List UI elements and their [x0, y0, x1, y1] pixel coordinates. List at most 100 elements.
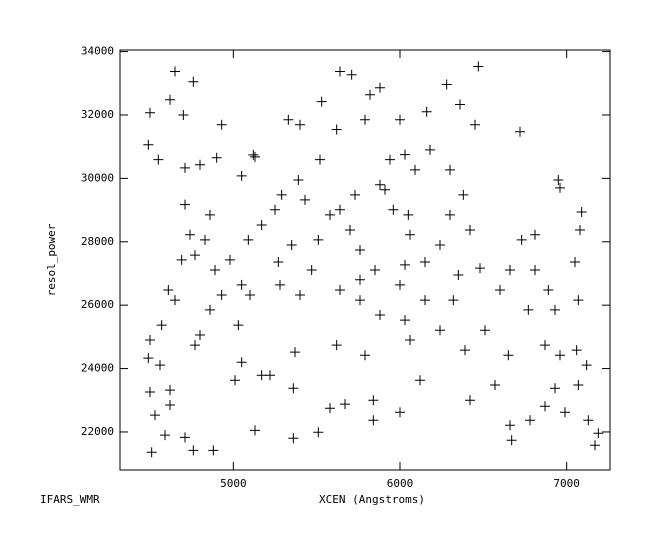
data-point [360, 350, 370, 361]
data-point [145, 107, 155, 118]
data-point [195, 159, 205, 170]
data-point [190, 340, 200, 351]
data-point [445, 164, 455, 175]
data-point [550, 383, 560, 394]
data-point [205, 209, 215, 220]
data-point [553, 174, 564, 185]
data-point [256, 370, 267, 381]
data-point [335, 284, 345, 295]
data-point [313, 427, 324, 438]
data-point [331, 124, 342, 135]
data-point [335, 66, 345, 77]
data-point [455, 99, 465, 110]
data-point [176, 254, 187, 265]
data-point [165, 400, 175, 411]
data-point [170, 295, 180, 306]
data-point [441, 79, 452, 90]
data-point [405, 229, 415, 240]
data-point [245, 290, 255, 301]
data-point [233, 320, 244, 331]
data-point [435, 239, 445, 250]
data-point [490, 380, 500, 391]
data-point [540, 340, 550, 351]
data-point [445, 209, 455, 220]
data-point [581, 360, 592, 371]
data-point [146, 447, 157, 458]
data-point [346, 69, 357, 80]
data-point [200, 234, 210, 245]
data-point [178, 109, 189, 120]
data-point [453, 270, 464, 281]
data-point [380, 184, 390, 195]
data-point [165, 94, 175, 105]
data-point [405, 335, 415, 346]
data-point [180, 199, 190, 210]
data-point [368, 395, 379, 406]
data-point [313, 234, 324, 245]
x-axis-label: XCEN (Angstroms) [319, 493, 425, 506]
y-tick-label: 22000 [81, 425, 114, 438]
data-point [143, 353, 154, 364]
data-point [550, 304, 560, 315]
data-point [216, 119, 227, 130]
data-point [325, 403, 335, 414]
data-point [503, 350, 514, 361]
data-point [480, 325, 490, 336]
data-point [350, 189, 360, 200]
data-point [355, 274, 365, 285]
data-point [230, 375, 240, 386]
data-point [325, 209, 335, 220]
data-point [415, 375, 425, 386]
data-point [256, 219, 267, 230]
y-tick-label: 24000 [81, 362, 114, 375]
x-tick-label: 6000 [387, 477, 414, 490]
data-point [270, 204, 280, 215]
data-point [315, 154, 325, 165]
data-point [180, 162, 190, 173]
data-point [400, 315, 410, 326]
data-point [395, 407, 405, 418]
data-point [163, 284, 174, 295]
data-point [530, 264, 540, 275]
data-point [236, 170, 247, 181]
data-point [340, 399, 350, 410]
data-point [555, 350, 565, 361]
data-point [593, 428, 604, 439]
data-point [370, 264, 380, 275]
data-point [286, 239, 297, 250]
data-point [460, 345, 470, 356]
data-point [156, 320, 167, 331]
data-point [153, 154, 164, 165]
data-point [248, 149, 259, 160]
y-tick-label: 30000 [81, 171, 114, 184]
data-point [145, 335, 155, 346]
data-point [335, 204, 345, 215]
data-point [420, 257, 430, 268]
data-point [516, 234, 527, 245]
data-point [400, 149, 410, 160]
data-point [360, 114, 370, 125]
data-point [495, 284, 505, 295]
data-point [283, 114, 294, 125]
y-tick-label: 26000 [81, 298, 114, 311]
data-point [225, 254, 235, 265]
data-point [155, 360, 165, 371]
data-point [180, 432, 190, 443]
data-point [388, 204, 399, 215]
data-point [290, 347, 300, 358]
data-point [150, 410, 160, 421]
y-tick-label: 32000 [81, 108, 114, 121]
data-point [275, 279, 285, 290]
data-point [525, 415, 535, 426]
data-point [306, 264, 317, 275]
data-point [368, 415, 379, 426]
data-point [573, 380, 584, 391]
data-point [276, 189, 287, 200]
data-point [475, 263, 485, 274]
data-point [250, 425, 260, 436]
data-point [425, 144, 435, 155]
data-point [571, 345, 582, 356]
y-tick-label: 34000 [81, 45, 114, 58]
data-point [288, 433, 299, 444]
data-point [295, 119, 305, 130]
